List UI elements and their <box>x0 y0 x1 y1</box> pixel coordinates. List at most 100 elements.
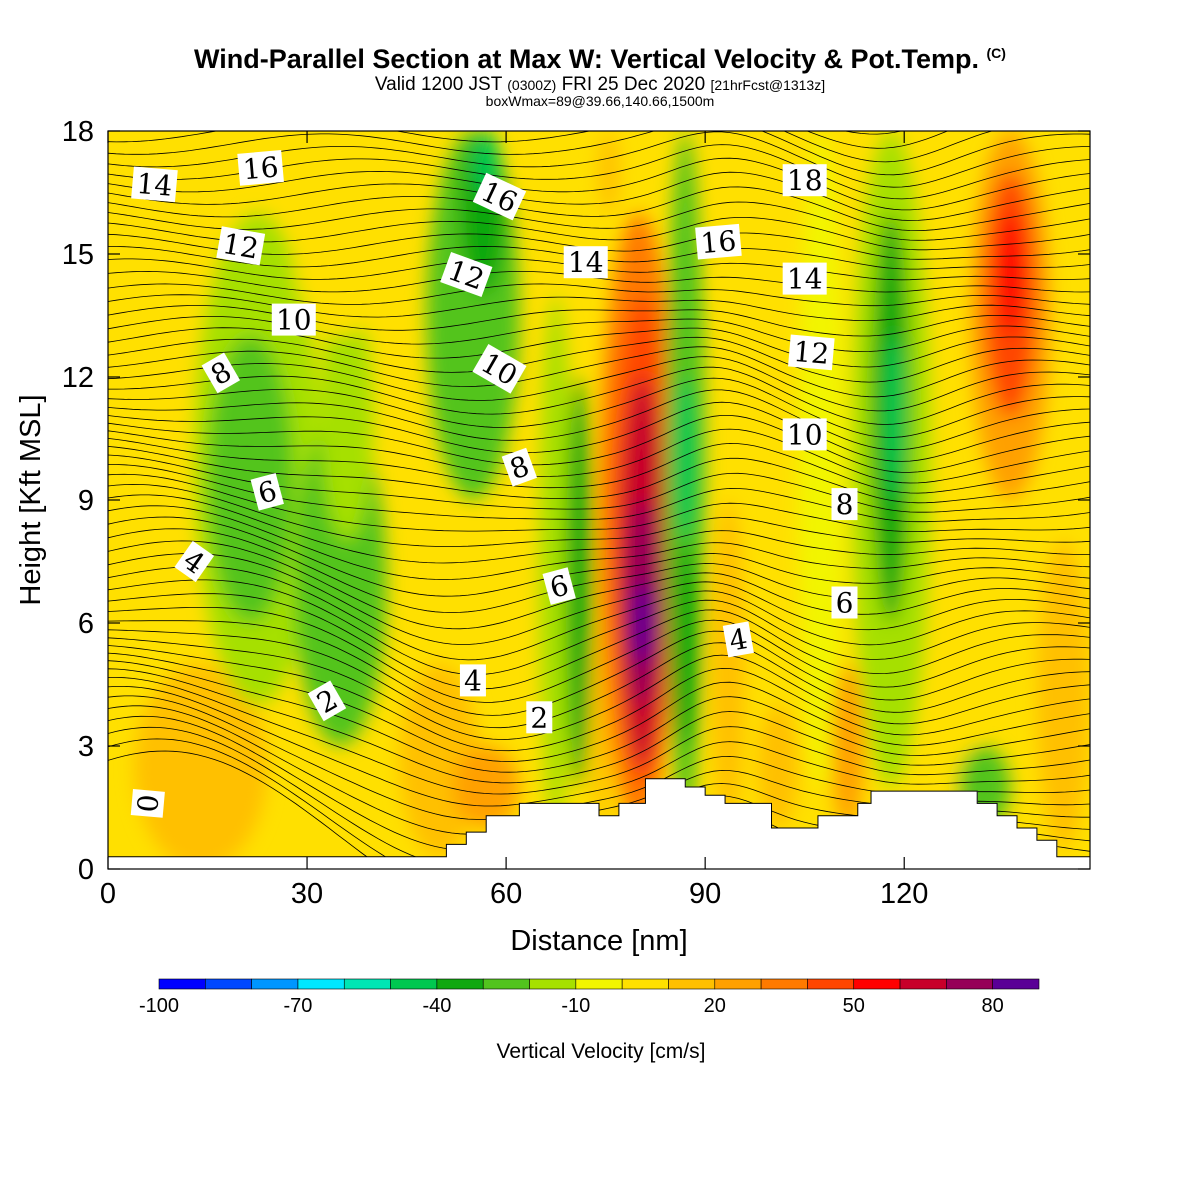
y-tick-label: 3 <box>78 731 94 763</box>
isentrope-label-box <box>130 789 165 818</box>
isentrope-line <box>108 186 1090 232</box>
isentrope-line <box>108 157 1090 211</box>
colorbar-swatch <box>899 978 947 990</box>
isentrope-label-text: 8 <box>836 488 854 521</box>
isentrope-label-text: 4 <box>727 622 750 658</box>
terrain-step <box>618 803 646 869</box>
x-tick-label: 120 <box>880 878 928 910</box>
colorbar-swatch <box>158 978 206 990</box>
isentrope-label-box <box>782 262 827 295</box>
terrain-step <box>486 815 520 869</box>
isentrope-line <box>108 356 1090 412</box>
velocity-cell <box>798 131 845 787</box>
terrain-step <box>466 832 487 869</box>
velocity-cell <box>599 131 619 213</box>
isentrope-line <box>108 327 1090 368</box>
isentrope-label-text: 16 <box>699 224 737 260</box>
isentrope-line <box>108 415 1090 473</box>
colorbar-swatch <box>251 978 299 990</box>
isentrope-line <box>108 660 1090 773</box>
terrain-step <box>997 815 1018 869</box>
isentrope-line <box>108 677 1090 795</box>
colorbar-swatch <box>714 978 762 990</box>
valid-utc: (0300Z) <box>507 77 557 93</box>
isentrope-label: 0 <box>130 789 166 818</box>
velocity-cell <box>725 131 779 377</box>
valid-prefix: Valid 1200 JST <box>374 74 502 95</box>
terrain-step <box>725 803 773 869</box>
velocity-cell <box>207 336 294 623</box>
isentrope-line <box>108 389 1090 451</box>
colorbar-label: Vertical Velocity [cm/s] <box>497 1040 706 1063</box>
isentrope-line <box>108 645 1090 752</box>
terrain-step <box>871 791 978 869</box>
colorbar-swatch <box>946 978 993 990</box>
isentrope-label: 6 <box>542 567 576 605</box>
velocity-cell <box>758 705 799 828</box>
isentrope-label-box <box>526 701 553 734</box>
isentrope-label-box <box>831 488 858 521</box>
isentrope-line <box>108 553 1090 645</box>
isentrope-label-text: 16 <box>241 150 279 186</box>
isentrope-line <box>108 620 1090 716</box>
x-axis-label: Distance [nm] <box>510 925 687 957</box>
isentrope-label: 10 <box>782 418 827 451</box>
velocity-cell <box>453 746 520 828</box>
terrain-step <box>108 856 447 869</box>
isentrope-label-text: 14 <box>568 246 604 279</box>
isentrope-line <box>108 483 1090 547</box>
isentrope-label-box <box>782 418 827 451</box>
isentrope-line <box>108 305 1090 337</box>
terrain-step <box>519 803 600 869</box>
colorbar-swatch <box>297 978 345 990</box>
velocity-cell <box>108 459 162 705</box>
isentrope-label-text: 12 <box>792 335 830 371</box>
isentrope-line <box>108 494 1090 564</box>
y-tick-label: 12 <box>62 362 94 394</box>
valid-date: FRI 25 Dec 2020 <box>561 74 706 95</box>
isentrope-label-text: 18 <box>787 164 823 197</box>
isentrope-label: 14 <box>131 166 178 203</box>
isentrope-line <box>108 528 1090 614</box>
isentrope-label-box <box>440 251 493 298</box>
isentrope-label-text: 14 <box>787 263 823 296</box>
isentrope-line <box>108 201 1090 241</box>
chart-title: Wind-Parallel Section at Max W: Vertical… <box>194 44 1006 74</box>
isentrope-lines <box>108 131 1090 869</box>
y-tick-label: 18 <box>62 116 94 148</box>
colorbar-tick-label: 20 <box>704 995 726 1017</box>
isentrope-label: 12 <box>216 226 266 266</box>
isentrope-label-box <box>307 680 347 722</box>
isentrope-label-box <box>695 223 742 260</box>
isentrope-line <box>108 428 1090 484</box>
isentrope-label: 12 <box>440 251 493 298</box>
isentrope-label-text: 10 <box>276 304 312 337</box>
isentrope-line <box>108 131 1090 176</box>
isentrope-label: 12 <box>788 334 835 371</box>
terrain-step <box>645 778 686 869</box>
isentrope-label: 18 <box>782 164 827 197</box>
isentrope-label-box <box>788 334 835 371</box>
isentrope-line <box>108 294 1090 321</box>
isentrope-line <box>108 217 1090 251</box>
isentrope-label-box <box>831 586 858 619</box>
isentrope-label-box <box>271 303 316 336</box>
colorbar-tick-label: 80 <box>982 995 1004 1017</box>
y-tick-label: 6 <box>78 608 94 640</box>
isentrope-label: 16 <box>237 150 284 186</box>
isentrope-line <box>108 607 1090 703</box>
isentrope-line <box>108 637 1090 740</box>
isentrope-line <box>108 283 1090 307</box>
colorbar-swatch <box>390 978 438 990</box>
terrain-outline <box>108 778 1090 858</box>
isentrope-line <box>843 131 904 135</box>
isentrope-label-text: 12 <box>220 227 261 266</box>
isentrope-label-box <box>472 172 527 221</box>
isentrope-line <box>108 540 1090 630</box>
x-tick-label: 60 <box>490 878 522 910</box>
isentrope-label-text: 6 <box>836 587 854 620</box>
isentrope-label: 8 <box>501 447 538 487</box>
isentrope-label: 6 <box>250 472 284 511</box>
isentrope-label: 10 <box>472 343 527 394</box>
